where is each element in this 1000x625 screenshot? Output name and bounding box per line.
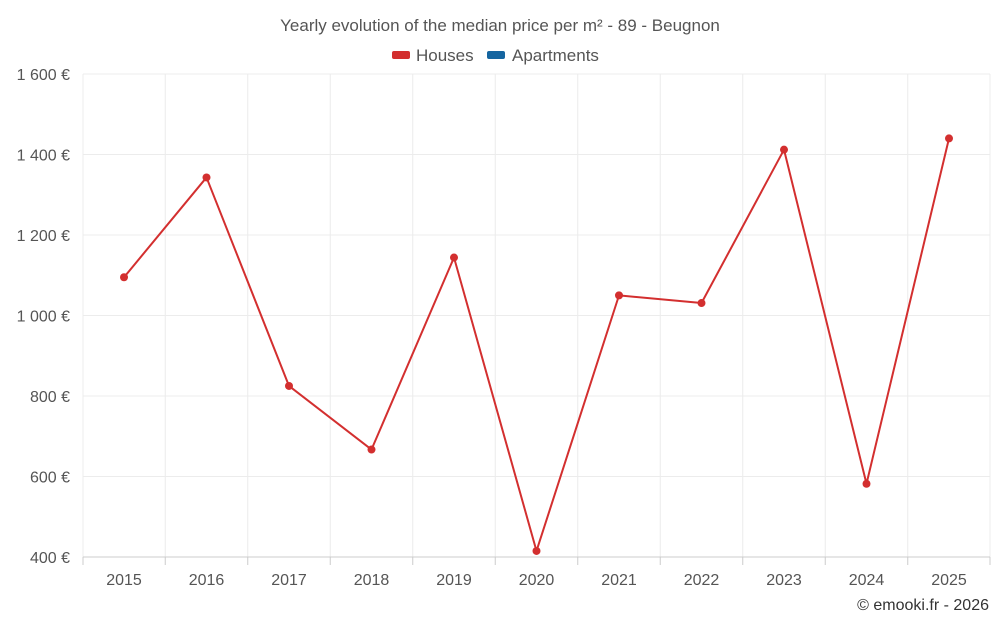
legend-label-apartments[interactable]: Apartments <box>512 46 599 65</box>
y-tick-label: 1 600 € <box>17 67 70 84</box>
y-tick-label: 1 400 € <box>17 148 70 165</box>
horizontal-gridlines <box>83 73 990 477</box>
x-axis-tick-labels: 2015 2016 2017 2018 2019 2020 2021 2022 2023 2024… <box>106 572 967 589</box>
data-point-houses-2020[interactable] <box>532 546 541 555</box>
legend-swatch-houses <box>392 51 410 59</box>
x-tick-label-2020: 2020 <box>519 572 555 589</box>
data-point-houses-2022[interactable] <box>697 299 706 308</box>
vertical-gridlines <box>82 74 991 565</box>
data-point-houses-2025[interactable] <box>945 134 953 143</box>
data-point-houses-2019[interactable] <box>450 253 458 262</box>
y-tick-label: 1 200 € <box>17 228 70 245</box>
legend: Houses Apartments <box>392 46 599 65</box>
credit-text: © emooki.fr - 2026 <box>857 597 989 614</box>
data-point-houses-2024[interactable] <box>862 479 871 488</box>
y-tick-label: 1 000 € <box>17 309 70 326</box>
data-point-houses-2021[interactable] <box>615 291 623 300</box>
x-tick-label-2017: 2017 <box>271 572 307 589</box>
legend-swatch-apartments <box>487 51 505 59</box>
data-point-houses-2018[interactable] <box>367 445 376 454</box>
data-point-houses-2015[interactable] <box>120 273 128 282</box>
data-point-houses-2016[interactable] <box>202 173 211 182</box>
data-point-houses-2023[interactable] <box>780 145 788 154</box>
series-houses <box>120 134 953 555</box>
y-tick-label: 600 € <box>30 470 70 487</box>
x-tick-label-2015: 2015 <box>106 572 142 589</box>
data-point-houses-2017[interactable] <box>285 381 293 390</box>
x-tick-label-2023: 2023 <box>766 572 802 589</box>
x-tick-label-2024: 2024 <box>849 572 885 589</box>
y-tick-label: 400 € <box>30 550 70 567</box>
x-tick-label-2025: 2025 <box>931 572 967 589</box>
y-tick-label: 800 € <box>30 389 70 406</box>
x-tick-label-2021: 2021 <box>601 572 637 589</box>
x-tick-label-2016: 2016 <box>189 572 225 589</box>
x-tick-label-2018: 2018 <box>354 572 390 589</box>
x-tick-label-2019: 2019 <box>436 572 472 589</box>
x-tick-label-2022: 2022 <box>684 572 720 589</box>
chart-title: Yearly evolution of the median price per… <box>280 16 720 35</box>
legend-label-houses[interactable]: Houses <box>416 46 474 65</box>
y-axis-tick-labels: 400 € 600 € 800 € 1 000 € 1 200 € 1 400 € 1 60… <box>17 67 70 567</box>
